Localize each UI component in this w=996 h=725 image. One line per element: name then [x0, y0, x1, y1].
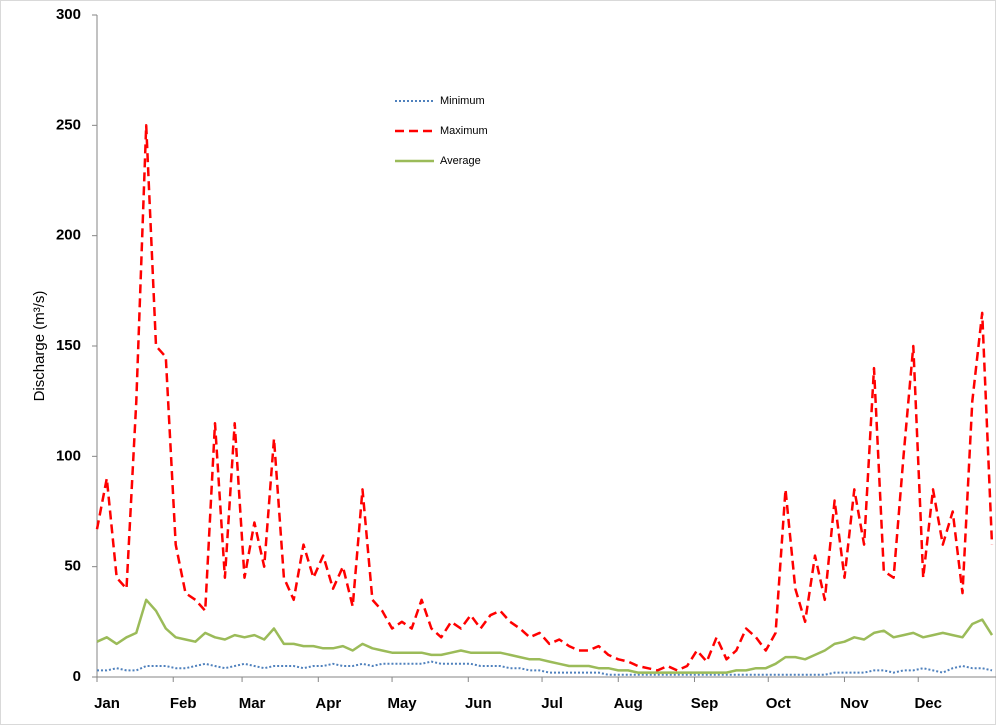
x-tick-label: Jul — [541, 695, 563, 712]
x-tick-label: Jun — [465, 695, 492, 712]
series-line — [95, 124, 994, 672]
y-tick-label: 300 — [56, 6, 81, 23]
x-tick-label: Dec — [914, 695, 942, 712]
x-tick-label: May — [387, 695, 417, 712]
series-line — [97, 660, 993, 676]
x-tick-label: Aug — [614, 695, 643, 712]
legend-label: Average — [440, 155, 481, 167]
x-tick-label: Feb — [170, 695, 197, 712]
y-tick-label: 50 — [64, 558, 81, 575]
x-tick-label: Apr — [315, 695, 341, 712]
y-tick-label: 0 — [73, 668, 81, 685]
legend-label: Minimum — [440, 95, 485, 107]
y-axis-label: Discharge (m³/s) — [31, 291, 48, 402]
x-tick-label: Jan — [94, 695, 120, 712]
y-tick-label: 200 — [56, 227, 81, 244]
y-tick-label: 150 — [56, 337, 81, 354]
y-tick-label: 100 — [56, 447, 81, 464]
series-line — [96, 598, 994, 674]
legend-label: Maximum — [440, 125, 488, 137]
y-tick-label: 250 — [56, 116, 81, 133]
x-tick-label: Oct — [766, 695, 791, 712]
x-tick-label: Nov — [840, 695, 869, 712]
x-tick-label: Mar — [239, 695, 266, 712]
x-tick-label: Sep — [691, 695, 719, 712]
